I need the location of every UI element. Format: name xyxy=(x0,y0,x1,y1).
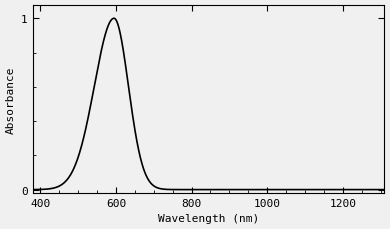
X-axis label: Wavelength (nm): Wavelength (nm) xyxy=(158,213,259,224)
Y-axis label: Absorbance: Absorbance xyxy=(5,66,16,133)
